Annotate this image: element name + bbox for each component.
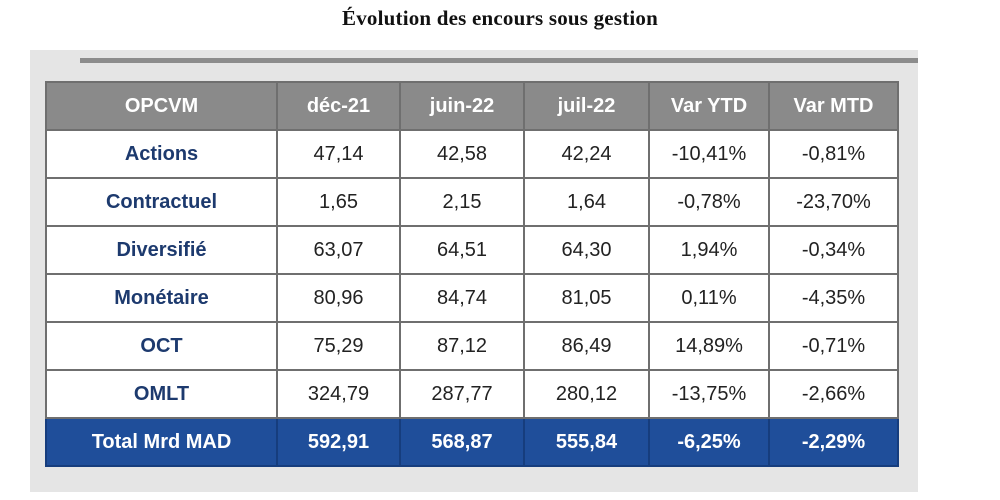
row-label: Diversifié — [45, 225, 278, 275]
table-cell: 280,12 — [523, 369, 650, 419]
table-cell: -0,34% — [768, 225, 899, 275]
total-cell: -6,25% — [648, 417, 770, 467]
table-row: Diversifié 63,07 64,51 64,30 1,94% -0,34… — [45, 225, 899, 275]
table-cell: 86,49 — [523, 321, 650, 371]
panel-top-rule — [80, 58, 918, 63]
table-cell: 64,30 — [523, 225, 650, 275]
total-cell: 592,91 — [276, 417, 401, 467]
table-cell: 47,14 — [276, 129, 401, 179]
table-cell: 1,65 — [276, 177, 401, 227]
table-cell: 324,79 — [276, 369, 401, 419]
row-label: Contractuel — [45, 177, 278, 227]
table-cell: 1,94% — [648, 225, 770, 275]
table-cell: 63,07 — [276, 225, 401, 275]
row-label: OMLT — [45, 369, 278, 419]
page-title: Évolution des encours sous gestion — [341, 6, 659, 30]
table-cell: -0,78% — [648, 177, 770, 227]
table-cell: 42,24 — [523, 129, 650, 179]
column-header: juin-22 — [399, 81, 525, 131]
table-cell: -13,75% — [648, 369, 770, 419]
table-cell: 84,74 — [399, 273, 525, 323]
table-cell: 75,29 — [276, 321, 401, 371]
row-label: Actions — [45, 129, 278, 179]
total-row: Total Mrd MAD 592,91 568,87 555,84 -6,25… — [45, 417, 899, 467]
table-row: OMLT 324,79 287,77 280,12 -13,75% -2,66% — [45, 369, 899, 419]
column-header: OPCVM — [45, 81, 278, 131]
table-cell: -0,71% — [768, 321, 899, 371]
table-cell: -0,81% — [768, 129, 899, 179]
row-label: OCT — [45, 321, 278, 371]
table-cell: -23,70% — [768, 177, 899, 227]
table-cell: 80,96 — [276, 273, 401, 323]
table-row: Contractuel 1,65 2,15 1,64 -0,78% -23,70… — [45, 177, 899, 227]
table-row: Actions 47,14 42,58 42,24 -10,41% -0,81% — [45, 129, 899, 179]
column-header: Var MTD — [768, 81, 899, 131]
row-label: Monétaire — [45, 273, 278, 323]
total-cell: 555,84 — [523, 417, 650, 467]
table-cell: 87,12 — [399, 321, 525, 371]
table-cell: -2,66% — [768, 369, 899, 419]
table-cell: 1,64 — [523, 177, 650, 227]
total-label: Total Mrd MAD — [45, 417, 278, 467]
table-cell: 2,15 — [399, 177, 525, 227]
table-cell: 81,05 — [523, 273, 650, 323]
table-cell: -10,41% — [648, 129, 770, 179]
table-cell: 287,77 — [399, 369, 525, 419]
table-cell: 64,51 — [399, 225, 525, 275]
table-cell: 42,58 — [399, 129, 525, 179]
table-cell: -4,35% — [768, 273, 899, 323]
header-row: OPCVM déc-21 juin-22 juil-22 Var YTD Var… — [45, 81, 899, 131]
column-header: déc-21 — [276, 81, 401, 131]
total-cell: 568,87 — [399, 417, 525, 467]
table-row: OCT 75,29 87,12 86,49 14,89% -0,71% — [45, 321, 899, 371]
column-header: juil-22 — [523, 81, 650, 131]
table-cell: 0,11% — [648, 273, 770, 323]
column-header: Var YTD — [648, 81, 770, 131]
table-row: Monétaire 80,96 84,74 81,05 0,11% -4,35% — [45, 273, 899, 323]
total-cell: -2,29% — [768, 417, 899, 467]
table-cell: 14,89% — [648, 321, 770, 371]
assets-table: OPCVM déc-21 juin-22 juil-22 Var YTD Var… — [45, 81, 899, 467]
